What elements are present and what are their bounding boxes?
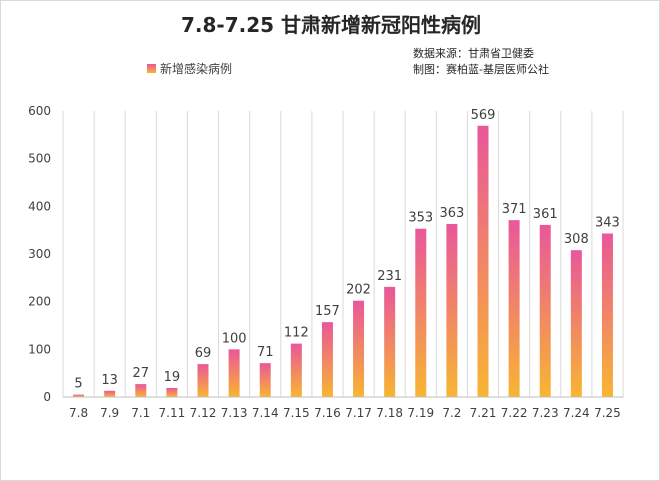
- x-tick-label: 7.13: [221, 406, 248, 420]
- bar: [166, 387, 178, 397]
- x-tick-label: 7.16: [314, 406, 341, 420]
- y-tick-label: 400: [28, 199, 51, 213]
- y-tick-label: 200: [28, 295, 51, 309]
- grid-layer: [62, 111, 624, 397]
- x-tick-label: 7.9: [100, 406, 119, 420]
- legend-label: 新增感染病例: [160, 62, 233, 76]
- x-tick-label: 7.14: [252, 406, 279, 420]
- data-label: 100: [222, 331, 247, 346]
- chart-title: 7.8-7.25 甘肃新增新冠阳性病例: [180, 13, 482, 37]
- legend-swatch: [147, 64, 156, 73]
- bar: [228, 349, 240, 397]
- data-label: 371: [502, 202, 527, 217]
- source-line-data: 数据来源：甘肃省卫健委: [413, 47, 534, 60]
- data-label: 343: [595, 216, 620, 231]
- x-tick-label: 7.23: [532, 406, 559, 420]
- data-label: 5: [74, 377, 82, 392]
- label-layer: 5 13 27 19 69 100 71 112 157 202 231 353 363 569 371 36…: [74, 108, 619, 392]
- bar: [570, 250, 582, 397]
- bar: [73, 394, 85, 397]
- source-line-credit: 制图：赛柏蓝-基层医师公社: [413, 63, 549, 76]
- data-label: 112: [284, 326, 309, 341]
- data-label: 361: [533, 207, 558, 222]
- x-tick-label: 7.17: [345, 406, 372, 420]
- y-tick-label: 500: [28, 152, 51, 166]
- bar: [353, 300, 365, 397]
- x-tick-label: 7.8: [69, 406, 88, 420]
- x-tick-label: 7.24: [563, 406, 590, 420]
- data-label: 71: [257, 345, 274, 360]
- bar: [601, 233, 613, 397]
- bar: [135, 384, 147, 397]
- bar: [539, 224, 551, 397]
- bar: [321, 322, 333, 397]
- data-label: 157: [315, 304, 340, 319]
- x-tick-label: 7.11: [159, 406, 186, 420]
- bar: [197, 364, 209, 397]
- bar: [384, 286, 396, 397]
- y-tick-label: 300: [28, 247, 51, 261]
- data-label: 363: [439, 206, 464, 221]
- x-tick-label: 7.22: [501, 406, 528, 420]
- x-tick-label: 7.21: [470, 406, 497, 420]
- bar: [446, 223, 458, 397]
- y-tick-label: 600: [28, 104, 51, 118]
- data-label: 27: [133, 366, 150, 381]
- x-tick-label: 7.25: [594, 406, 621, 420]
- bar: [508, 220, 520, 397]
- source-note: 数据来源：甘肃省卫健委 制图：赛柏蓝-基层医师公社: [413, 46, 549, 78]
- y-tick-label: 0: [43, 390, 51, 404]
- legend: 新增感染病例: [147, 60, 232, 77]
- data-label: 19: [164, 370, 181, 385]
- x-tick-label: 7.12: [190, 406, 217, 420]
- data-label: 569: [471, 108, 496, 123]
- bar: [104, 390, 116, 397]
- axis-layer: 0 100 200 300 400 500 600 7.8 7.9 7.1 7.11 7.12 7.13…: [28, 104, 623, 420]
- data-label: 13: [101, 373, 118, 388]
- y-tick-label: 100: [28, 342, 51, 356]
- bar: [290, 343, 302, 397]
- data-label: 308: [564, 232, 589, 247]
- data-label: 202: [346, 283, 371, 298]
- bar-layer: [73, 125, 613, 397]
- data-label: 231: [377, 269, 402, 284]
- bar: [477, 125, 489, 397]
- bar: [415, 228, 427, 397]
- x-tick-label: 7.2: [442, 406, 461, 420]
- bar: [259, 363, 271, 397]
- x-tick-label: 7.19: [407, 406, 434, 420]
- data-label: 353: [408, 211, 433, 226]
- x-tick-label: 7.1: [131, 406, 150, 420]
- x-tick-label: 7.15: [283, 406, 310, 420]
- x-tick-label: 7.18: [376, 406, 403, 420]
- data-label: 69: [195, 346, 212, 361]
